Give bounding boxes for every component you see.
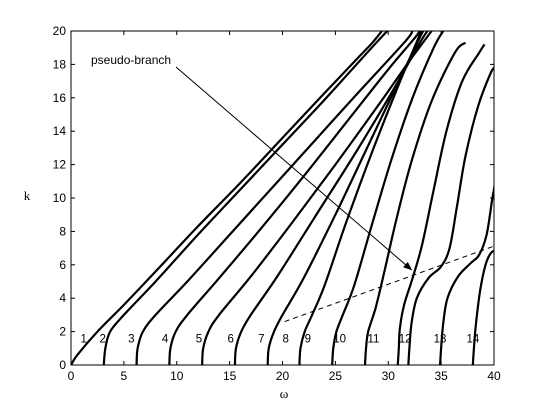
branch-label-13: 13 <box>434 333 447 345</box>
branch-label-9: 9 <box>305 333 311 345</box>
branch-label-14: 14 <box>466 333 479 345</box>
branch-curve-11 <box>396 43 486 365</box>
pseudo-branch-dashed-line <box>284 245 494 323</box>
branch-curve-14 <box>471 249 494 365</box>
y-tick-label: 12 <box>53 158 67 172</box>
branch-curve-10 <box>363 41 467 365</box>
branch-curve-12 <box>407 66 494 365</box>
y-tick-label: 16 <box>53 91 67 105</box>
y-tick-label: 0 <box>59 358 66 372</box>
x-tick-label: 30 <box>382 369 396 383</box>
branch-label-1: 1 <box>80 333 86 345</box>
branch-curve-13 <box>438 180 494 365</box>
branch-label-4: 4 <box>162 333 169 345</box>
branch-label-10: 10 <box>333 333 346 345</box>
y-tick-label: 10 <box>53 191 67 205</box>
branch-label-3: 3 <box>128 333 134 345</box>
x-tick-label: 35 <box>434 369 448 383</box>
y-tick-label: 14 <box>53 124 67 138</box>
branch-labels: 1 2 3 4 5 6 7 8 9 10 11 12 13 14 <box>80 333 479 345</box>
branch-curve-5 <box>201 31 433 365</box>
x-tick-label: 10 <box>170 369 184 383</box>
branch-label-7: 7 <box>258 333 264 345</box>
y-axis-label: k <box>24 188 31 203</box>
annotation-text: pseudo-branch <box>91 53 171 67</box>
branch-curve-8 <box>298 31 423 365</box>
y-tick-label: 20 <box>53 24 67 38</box>
branch-label-2: 2 <box>100 333 106 345</box>
y-tick-label: 18 <box>53 57 67 71</box>
pseudo-branch-line <box>284 245 494 323</box>
x-tick-label: 5 <box>121 369 128 383</box>
x-axis-label: ω <box>280 386 289 401</box>
branch-curve-9 <box>331 31 445 365</box>
branch-label-11: 11 <box>367 333 379 345</box>
branch-curves <box>71 31 494 365</box>
branch-label-12: 12 <box>399 333 412 345</box>
pseudo-branch-annotation: pseudo-branch <box>91 53 413 271</box>
y-tick-label: 6 <box>59 258 66 272</box>
branch-curve-4 <box>168 31 421 365</box>
x-tick-label: 15 <box>223 369 237 383</box>
branch-label-6: 6 <box>227 333 233 345</box>
branch-label-5: 5 <box>196 333 202 345</box>
y-tick-label: 2 <box>59 325 66 339</box>
branch-curve-2 <box>102 31 388 365</box>
x-tick-label: 0 <box>68 369 75 383</box>
branch-label-8: 8 <box>282 333 288 345</box>
y-tick-label: 8 <box>59 224 66 238</box>
x-tick-label: 25 <box>329 369 343 383</box>
branch-curve-3 <box>135 31 414 365</box>
x-tick-label: 20 <box>276 369 290 383</box>
y-tick-label: 4 <box>59 291 66 305</box>
annotation-arrow <box>175 66 413 271</box>
x-axis-ticks: 0 5 10 15 20 25 30 35 40 <box>68 31 501 383</box>
x-tick-label: 40 <box>487 369 501 383</box>
branch-curve-1 <box>71 31 383 365</box>
